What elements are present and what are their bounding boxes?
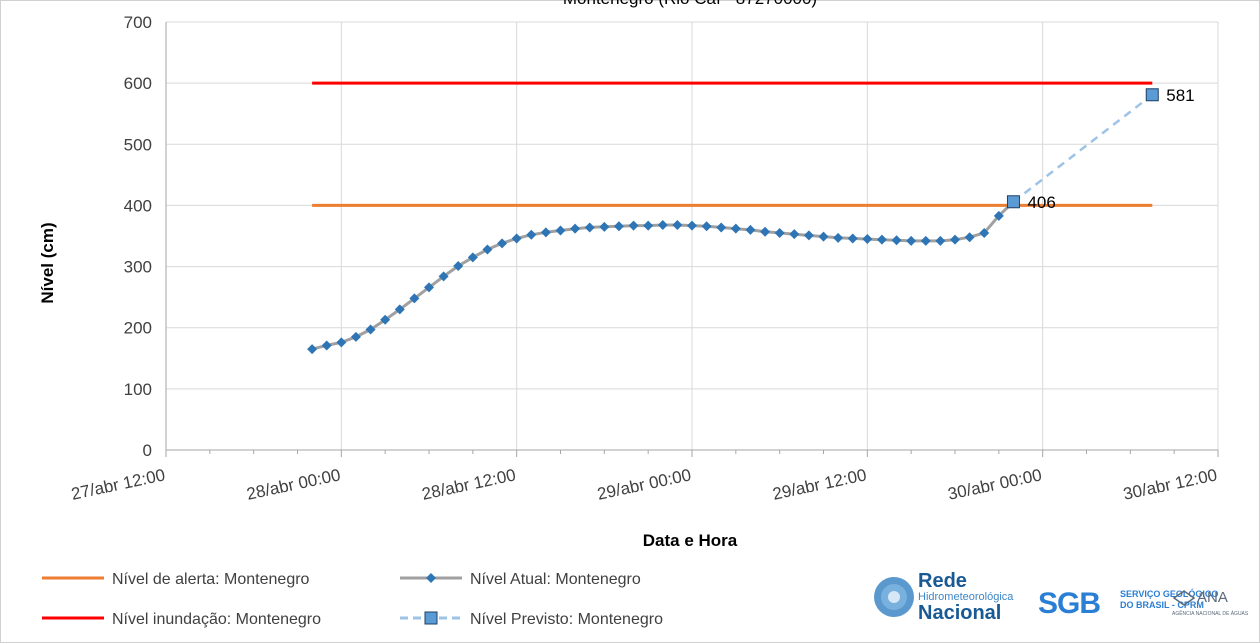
series-line (1012, 93, 1154, 203)
x-tick-label: 27/abr 12:00 (69, 465, 166, 503)
legend-marker (424, 611, 438, 625)
legend-label: Nível de alerta: Montenegro (112, 571, 310, 588)
legend-marker (426, 573, 436, 583)
sgb-logo: SGB (1038, 587, 1101, 620)
y-tick-label: 100 (124, 380, 152, 399)
y-tick-label: 400 (124, 196, 152, 215)
y-tick-label: 0 (143, 441, 152, 460)
series-point (540, 227, 551, 238)
series-point (570, 223, 581, 234)
ana-drop-icon (1172, 590, 1196, 606)
series-point (438, 271, 449, 282)
series-point (336, 337, 347, 348)
legend-label: Nível Previsto: Montenegro (470, 611, 663, 628)
series-point (657, 219, 668, 230)
series-point (803, 230, 814, 241)
legend-item: Nível de alerta: Montenegro (42, 571, 310, 588)
series-point (424, 282, 434, 293)
series-point (818, 231, 829, 242)
series-point (847, 233, 858, 244)
series-point (745, 224, 756, 235)
series-point (687, 220, 697, 231)
y-tick-label: 200 (124, 319, 152, 338)
ana-logo-subtitle: AGÊNCIA NACIONAL DE ÁGUAS (1172, 611, 1249, 617)
series-point (672, 219, 683, 230)
data-label: 406 (1027, 193, 1055, 212)
series-point (964, 232, 975, 243)
y-tick-label: 600 (124, 74, 152, 93)
x-tick-label: 29/abr 12:00 (771, 465, 868, 503)
logo-strip: Rede Hidrometeorológica Nacional SGB SER… (872, 567, 1248, 627)
ana-logo: ANA (1197, 589, 1228, 606)
x-tick-label: 28/abr 12:00 (420, 465, 517, 503)
series-point (453, 260, 464, 271)
series-point (526, 229, 537, 240)
series-point (613, 221, 624, 232)
series-point (701, 221, 712, 232)
series-layer (307, 81, 1159, 355)
series-point (876, 234, 887, 245)
series-point (584, 222, 595, 233)
y-tick-label: 300 (124, 258, 152, 277)
series-point (993, 210, 1004, 221)
x-tick-label: 28/abr 00:00 (245, 465, 342, 503)
series-point (833, 232, 844, 243)
series-point (555, 225, 566, 236)
series-point (774, 227, 785, 238)
series-point (862, 234, 873, 245)
series-point (482, 244, 493, 255)
series-point (760, 226, 771, 237)
series-point (511, 233, 522, 244)
series-point (321, 340, 332, 351)
sgb-logo-text: SERVIÇO GEOLÓGICO DO BRASIL - CPRM (1120, 589, 1219, 610)
series-point (599, 221, 610, 232)
axes (165, 22, 1219, 457)
x-axis-title: Data e Hora (643, 531, 738, 550)
series-point (497, 238, 508, 249)
legend-label: Nível Atual: Montenegro (470, 571, 641, 588)
series-point (935, 235, 946, 246)
legend-item: Nível inundação: Montenegro (42, 611, 321, 628)
series-point (307, 344, 318, 355)
series-point (1006, 195, 1020, 209)
series-point (920, 235, 931, 246)
x-tick-label: 29/abr 00:00 (595, 465, 692, 503)
series-point (906, 235, 917, 246)
data-label: 581 (1166, 86, 1194, 105)
series-point (979, 227, 990, 238)
legend-item: Nível Atual: Montenegro (400, 571, 641, 588)
series-point (409, 293, 420, 304)
series-point (365, 324, 376, 335)
series-point (891, 235, 902, 246)
gridlines (166, 21, 1219, 450)
series-point (394, 304, 405, 315)
legend-item: Nível Previsto: Montenegro (400, 611, 663, 628)
series-point (380, 314, 391, 325)
y-tick-labels: 0 100 200 300 400 500 600 700 (124, 13, 152, 460)
x-tick-label: 30/abr 12:00 (1121, 465, 1218, 503)
series-point (643, 220, 654, 231)
x-tick-label: 30/abr 00:00 (946, 465, 1043, 503)
series-point (789, 229, 800, 240)
series-point (730, 223, 741, 234)
x-tick-labels: 27/abr 12:00 28/abr 00:00 28/abr 12:00 29/a… (69, 465, 1218, 503)
y-tick-label: 700 (124, 13, 152, 32)
series-point (467, 252, 478, 263)
series-point (1145, 88, 1159, 102)
y-axis-title: Nível (cm) (38, 222, 57, 303)
series-point (350, 331, 361, 342)
legend: Nível de alerta: Montenegro Nível Atual: … (42, 571, 663, 628)
rede-logo: Rede Hidrometeorológica Nacional (918, 570, 1014, 624)
series-point (716, 222, 727, 233)
series-point (950, 234, 960, 245)
chart-title: Montenegro (Rio Caí - 87270000) (563, 0, 817, 8)
series-point (628, 220, 639, 231)
data-labels: 406 581 (1027, 86, 1194, 212)
legend-label: Nível inundação: Montenegro (112, 611, 321, 628)
rede-globe-logo (874, 577, 914, 617)
y-tick-label: 500 (124, 135, 152, 154)
